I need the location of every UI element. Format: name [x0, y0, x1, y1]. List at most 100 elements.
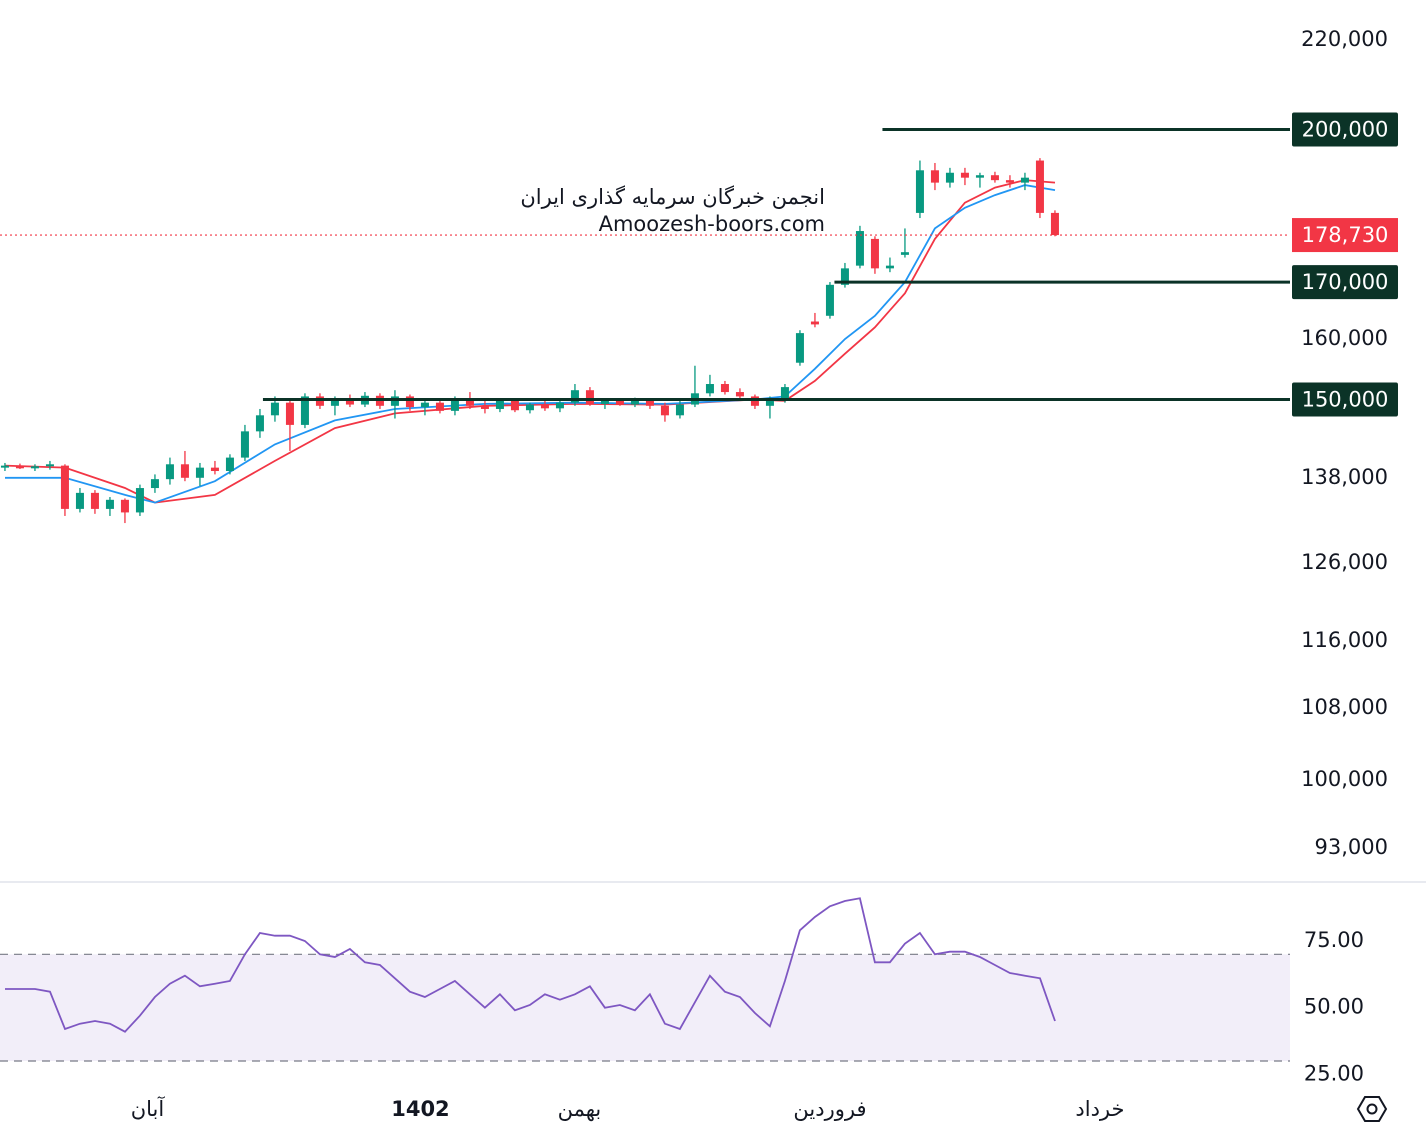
candle-body — [30, 466, 39, 469]
candle-body — [195, 467, 204, 478]
candle-body — [345, 399, 354, 405]
candle-body — [150, 479, 159, 489]
y-tick-label: 93,000 — [1315, 835, 1388, 859]
level-label: 150,000 — [1302, 388, 1389, 412]
rsi-tick-label: 50.00 — [1304, 995, 1364, 1019]
candle-body — [300, 396, 309, 425]
candle-body — [570, 390, 579, 403]
candle-body — [120, 499, 129, 513]
candle-body — [225, 457, 234, 472]
candle-body — [315, 396, 324, 406]
candle-body — [855, 231, 864, 266]
candle-body — [765, 399, 774, 406]
candle-body — [630, 400, 639, 405]
candle-body — [540, 404, 549, 409]
candle-body — [810, 321, 819, 325]
candle-body — [45, 464, 54, 467]
candle-body — [720, 384, 729, 393]
candle-body — [180, 464, 189, 478]
candle-body — [1020, 177, 1029, 183]
moving-average — [5, 184, 1056, 504]
candle-body — [510, 400, 519, 411]
candle-body — [270, 402, 279, 416]
candle-body — [285, 402, 294, 425]
rsi-tick-label: 25.00 — [1304, 1061, 1364, 1085]
last-price-box — [1292, 218, 1398, 253]
candle-body — [780, 387, 789, 400]
candle-body — [735, 392, 744, 397]
settings-icon[interactable] — [1356, 1096, 1388, 1122]
candle-body — [1035, 160, 1044, 213]
watermark: Amoozesh-boors.com — [599, 212, 825, 236]
y-tick-label: 138,000 — [1301, 465, 1388, 489]
y-tick-label: 220,000 — [1301, 27, 1388, 51]
rsi-band — [0, 954, 1290, 1061]
candle-body — [585, 390, 594, 404]
candle-body — [75, 492, 84, 509]
hexagon — [1356, 1096, 1388, 1122]
candle-body — [210, 467, 219, 472]
candle-body — [465, 400, 474, 406]
candle-body — [555, 402, 564, 409]
y-tick-label: 100,000 — [1301, 767, 1388, 791]
candle-body — [330, 399, 339, 406]
candle-body — [660, 405, 669, 416]
candle-body — [600, 400, 609, 404]
level-label: 200,000 — [1302, 118, 1389, 142]
candle-body — [1050, 212, 1059, 236]
watermark: انجمن خبرگان سرمایه گذاری ایران — [520, 185, 825, 209]
candle-body — [135, 488, 144, 513]
candle-body — [105, 499, 114, 509]
candle-body — [945, 172, 954, 183]
candle-body — [0, 465, 9, 468]
level-box — [1292, 112, 1398, 147]
level-box — [1292, 382, 1398, 417]
candle-body — [480, 405, 489, 409]
candle-body — [255, 415, 264, 432]
candle-body — [60, 465, 69, 509]
rsi-line — [5, 897, 1056, 1033]
candle-body — [495, 400, 504, 409]
candle-body — [705, 384, 714, 394]
candle-body — [915, 170, 924, 213]
x-tick-label: بهمن — [558, 1097, 602, 1121]
candle-body — [750, 396, 759, 406]
candle-body — [450, 400, 459, 411]
candle-body — [960, 172, 969, 178]
candle-body — [405, 396, 414, 408]
candle-body — [870, 238, 879, 269]
candle-body — [1005, 180, 1014, 183]
candle-body — [240, 431, 249, 458]
last-price-label: 178,730 — [1302, 223, 1389, 247]
candle-body — [525, 404, 534, 411]
candle-body — [15, 465, 24, 469]
y-tick-label: 108,000 — [1301, 695, 1388, 719]
candle-body — [90, 492, 99, 509]
level-box — [1292, 265, 1398, 300]
hexagon-dot — [1366, 1103, 1378, 1115]
candle-body — [900, 252, 909, 255]
candle-body — [990, 175, 999, 181]
candle-body — [675, 404, 684, 416]
y-tick-label: 126,000 — [1301, 550, 1388, 574]
x-tick-label: خرداد — [1075, 1097, 1124, 1121]
rsi-tick-label: 75.00 — [1304, 928, 1364, 952]
x-tick-label: 1402 — [391, 1097, 449, 1121]
candle-body — [975, 175, 984, 178]
candle-body — [795, 333, 804, 363]
y-tick-label: 160,000 — [1301, 326, 1388, 350]
candle-body — [615, 400, 624, 405]
level-label: 170,000 — [1302, 270, 1389, 294]
candle-body — [930, 170, 939, 183]
candle-body — [885, 265, 894, 269]
candle-body — [420, 402, 429, 408]
candle-body — [390, 396, 399, 406]
candle-body — [825, 284, 834, 316]
candle-body — [645, 400, 654, 406]
candle-body — [165, 464, 174, 480]
candle-body — [435, 402, 444, 411]
x-tick-label: آبان — [131, 1096, 166, 1121]
x-tick-label: فروردین — [793, 1097, 866, 1121]
